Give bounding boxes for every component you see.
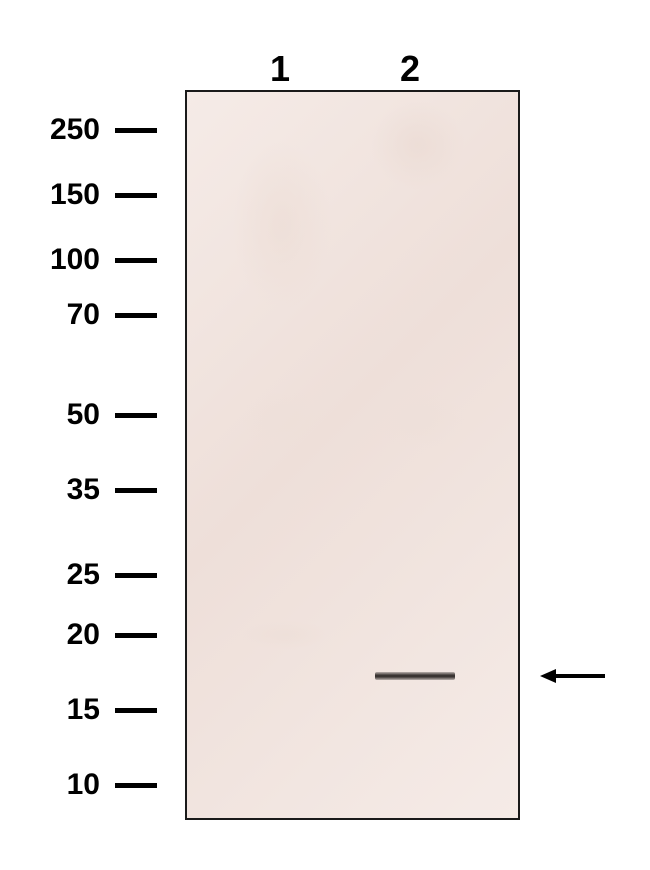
faint-smear-1 <box>370 100 465 190</box>
mw-tick-25 <box>115 573 157 578</box>
mw-tick-50 <box>115 413 157 418</box>
mw-tick-150 <box>115 193 157 198</box>
faint-smear-4 <box>240 620 330 650</box>
lane-label-1: 1 <box>270 48 290 90</box>
mw-label-35: 35 <box>67 473 100 507</box>
faint-smear-3 <box>375 390 465 450</box>
mw-tick-70 <box>115 313 157 318</box>
mw-label-10: 10 <box>67 768 100 802</box>
band-lane2-0 <box>375 672 455 680</box>
mw-label-20: 20 <box>67 618 100 652</box>
mw-tick-250 <box>115 128 157 133</box>
mw-tick-100 <box>115 258 157 263</box>
mw-label-50: 50 <box>67 398 100 432</box>
mw-label-250: 250 <box>50 113 100 147</box>
western-blot-figure: 1 2 250 150 100 70 50 35 25 20 15 10 <box>0 0 650 870</box>
mw-tick-15 <box>115 708 157 713</box>
mw-label-70: 70 <box>67 298 100 332</box>
arrow-shaft <box>554 674 605 678</box>
mw-label-15: 15 <box>67 693 100 727</box>
faint-smear-0 <box>232 140 332 310</box>
mw-tick-20 <box>115 633 157 638</box>
mw-label-100: 100 <box>50 243 100 277</box>
lane-label-2: 2 <box>400 48 420 90</box>
mw-tick-35 <box>115 488 157 493</box>
faint-smear-2 <box>240 390 330 450</box>
mw-label-150: 150 <box>50 178 100 212</box>
mw-tick-10 <box>115 783 157 788</box>
mw-label-25: 25 <box>67 558 100 592</box>
